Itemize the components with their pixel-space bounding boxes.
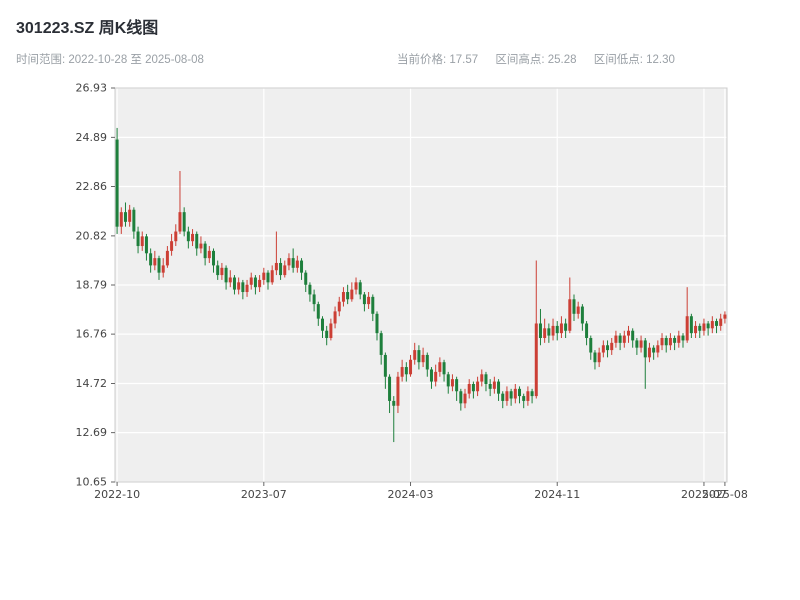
svg-text:2024-03: 2024-03 [388, 488, 434, 501]
page-title: 301223.SZ 周K线图 [16, 20, 159, 37]
svg-text:18.79: 18.79 [76, 279, 108, 292]
svg-text:12.69: 12.69 [76, 426, 108, 439]
svg-text:2025-07: 2025-07 [681, 488, 727, 501]
svg-text:2022-10: 2022-10 [94, 488, 140, 501]
svg-text:2025-08: 2025-08 [702, 488, 748, 501]
range-high-label: 区间高点: 25.28 [495, 54, 577, 66]
current-price-label: 当前价格: 17.57 [397, 54, 479, 66]
svg-text:20.82: 20.82 [76, 229, 108, 242]
time-range-label: 时间范围: 2022-10-28 至 2025-08-08 [16, 54, 204, 66]
svg-text:22.86: 22.86 [76, 180, 108, 193]
price-stats: 当前价格: 17.57 区间高点: 25.28 区间低点: 12.30 [397, 51, 689, 67]
svg-text:10.65: 10.65 [76, 476, 108, 489]
svg-text:2023-07: 2023-07 [241, 488, 287, 501]
svg-text:16.76: 16.76 [76, 328, 108, 341]
range-low-label: 区间低点: 12.30 [593, 54, 675, 66]
svg-text:2024-11: 2024-11 [534, 488, 580, 501]
svg-text:14.72: 14.72 [76, 377, 108, 390]
svg-text:24.89: 24.89 [76, 131, 108, 144]
svg-text:26.93: 26.93 [76, 82, 108, 95]
